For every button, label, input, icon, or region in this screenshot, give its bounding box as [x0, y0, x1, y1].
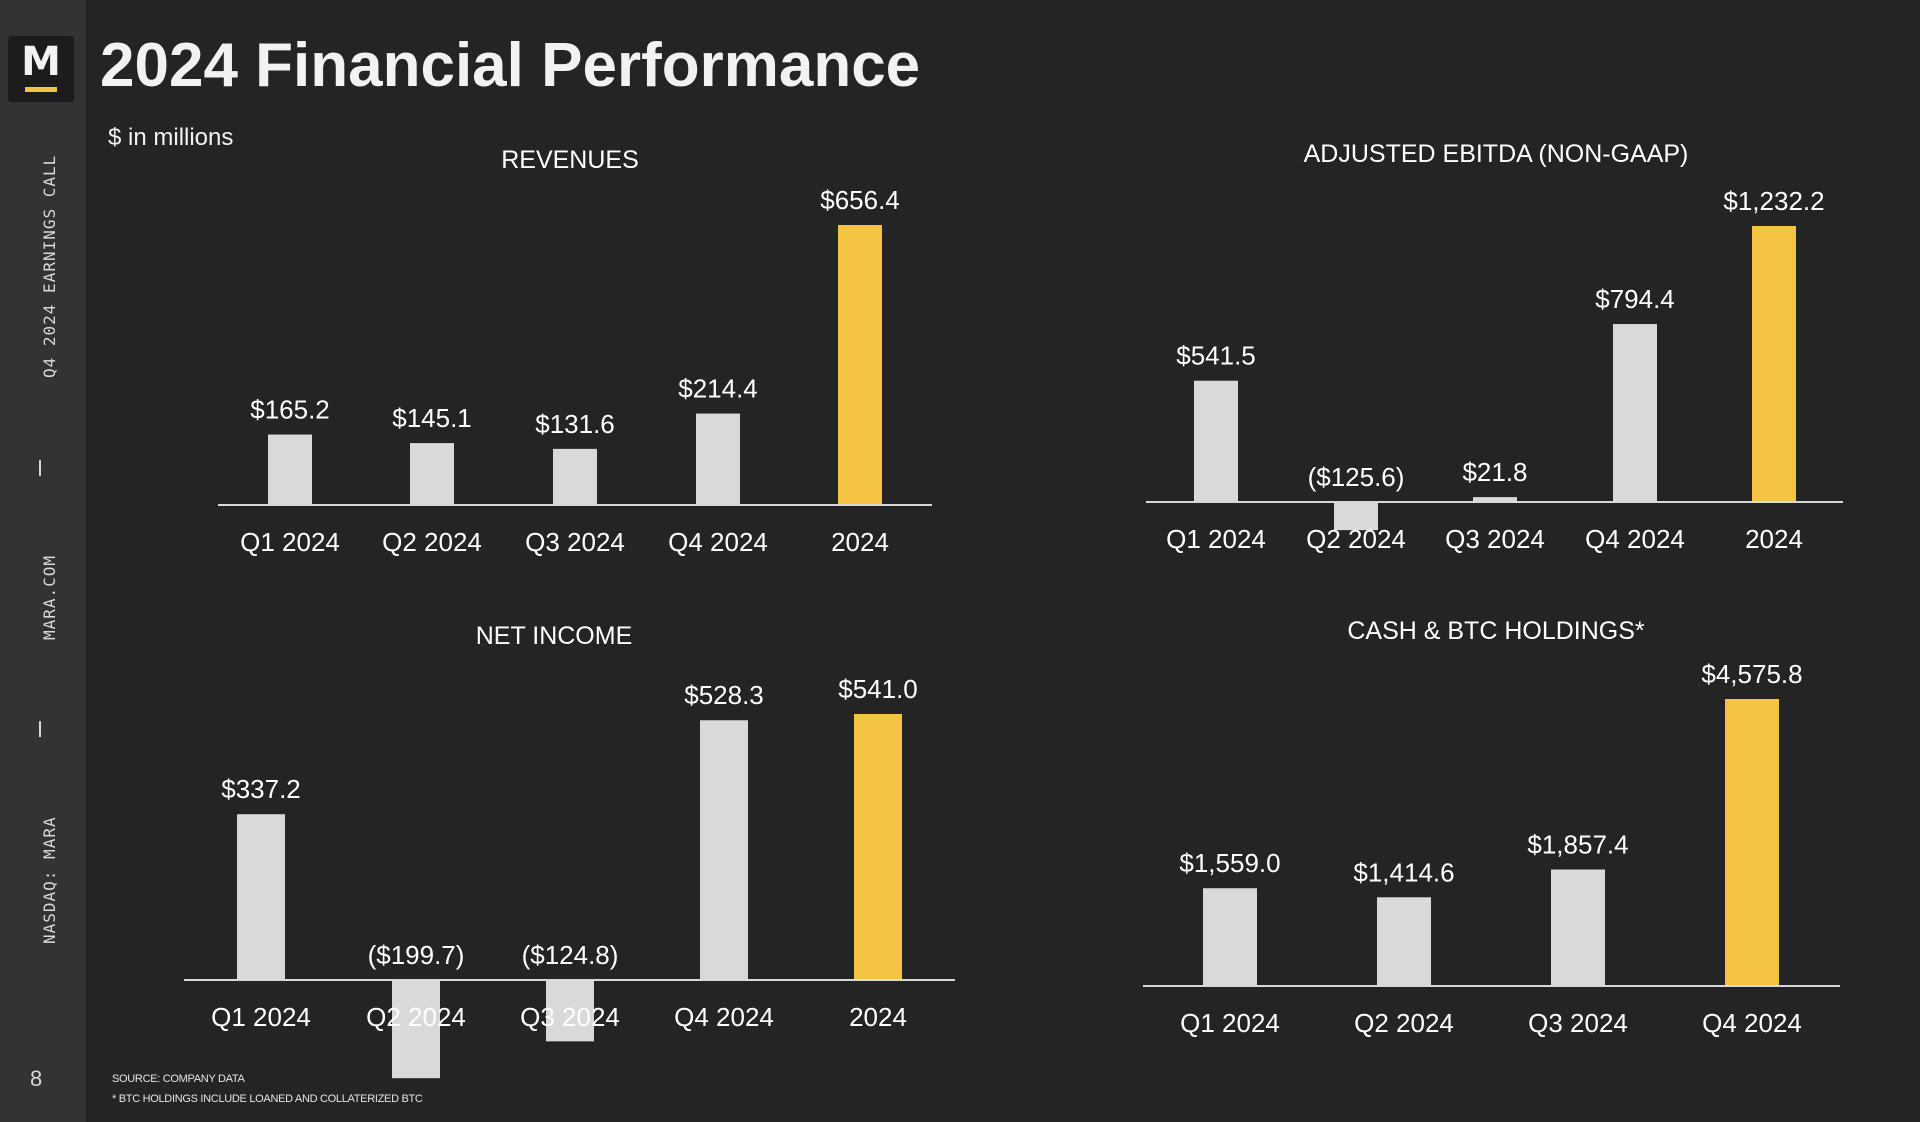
chart-title: NET INCOME [476, 622, 633, 650]
bar-q4-2024 [696, 413, 740, 505]
revenues-chart: REVENUES $165.2 Q1 2024 $145.1 Q2 2024 $131.6… [218, 146, 932, 557]
value-label-2024: $1,232.2 [1723, 186, 1824, 216]
value-label-q4-2024: $214.4 [678, 374, 758, 404]
bar-q2-2024 [1377, 897, 1431, 986]
value-label-2024: $541.0 [838, 674, 918, 704]
value-label-q1-2024: $541.5 [1176, 341, 1256, 371]
category-label-q4-2024: Q4 2024 [668, 527, 768, 557]
category-label-q1-2024: Q1 2024 [211, 1002, 311, 1032]
category-label-q2-2024: Q2 2024 [366, 1002, 466, 1032]
value-label-q4-2024: $794.4 [1595, 284, 1675, 314]
category-label-q3-2024: Q3 2024 [1445, 524, 1545, 554]
bar-q2-2024 [1334, 502, 1378, 531]
value-label-q3-2024: $131.6 [535, 409, 615, 439]
category-label-q3-2024: Q3 2024 [520, 1002, 620, 1032]
logo-underline [25, 87, 57, 92]
category-label-q4-2024: Q4 2024 [674, 1002, 774, 1032]
bar-q1-2024 [237, 814, 285, 980]
cash-btc-holdings-chart: CASH & BTC HOLDINGS* $1,559.0 Q1 2024 $1,41… [1143, 617, 1840, 1038]
value-label-q2-2024: $1,414.6 [1353, 857, 1454, 887]
sidebar-divider-2 [39, 721, 41, 737]
net-income-chart: NET INCOME $337.2 Q1 2024 ($199.7) Q2 2024 ($… [184, 622, 955, 1079]
footnote-btc: * BTC HOLDINGS INCLUDE LOANED AND COLLAT… [112, 1093, 423, 1105]
category-label-q1-2024: Q1 2024 [1166, 524, 1266, 554]
units-note: $ in millions [108, 124, 234, 151]
sidebar: M Q4 2024 EARNINGS CALL MARA.COM NASDAQ:… [0, 0, 86, 1122]
bar-q3-2024 [1473, 497, 1517, 502]
chart-title: CASH & BTC HOLDINGS* [1347, 617, 1645, 645]
category-label-q2-2024: Q2 2024 [1354, 1008, 1454, 1038]
bar-q1-2024 [268, 434, 312, 505]
value-label-q1-2024: $1,559.0 [1179, 848, 1280, 878]
category-label-2024: 2024 [831, 527, 889, 557]
value-label-q2-2024: ($199.7) [368, 940, 465, 970]
category-label-q2-2024: Q2 2024 [1306, 524, 1406, 554]
bar-2024 [838, 225, 882, 505]
value-label-q2-2024: $145.1 [392, 403, 472, 433]
adjusted-ebitda-chart: ADJUSTED EBITDA (NON-GAAP) $541.5 Q1 2024 (… [1146, 140, 1843, 554]
value-label-q1-2024: $337.2 [221, 774, 301, 804]
category-label-2024: 2024 [1745, 524, 1803, 554]
value-label-q3-2024: $1,857.4 [1527, 830, 1628, 860]
bar-q2-2024 [410, 443, 454, 505]
value-label-q1-2024: $165.2 [250, 395, 330, 425]
category-label-q1-2024: Q1 2024 [240, 527, 340, 557]
category-label-q4-2024: Q4 2024 [1702, 1008, 1802, 1038]
value-label-q3-2024: ($124.8) [522, 940, 619, 970]
bar-q1-2024 [1194, 380, 1238, 502]
value-label-2024: $656.4 [820, 185, 900, 215]
page-title: 2024 Financial Performance [100, 31, 921, 100]
category-label-q1-2024: Q1 2024 [1180, 1008, 1280, 1038]
bar-q3-2024 [553, 448, 597, 505]
category-label-q3-2024: Q3 2024 [525, 527, 625, 557]
bar-q3-2024 [1551, 869, 1605, 986]
logo-letter: M [21, 39, 61, 85]
category-label-q3-2024: Q3 2024 [1528, 1008, 1628, 1038]
bar-q2-2024 [392, 980, 440, 1079]
mara-logo: M [8, 36, 74, 102]
bar-2024 [1752, 226, 1796, 502]
bar-q3-2024 [546, 980, 594, 1042]
bar-q4-2024 [1613, 324, 1657, 502]
sidebar-divider-1 [39, 460, 41, 476]
page-number: 8 [30, 1066, 43, 1091]
value-label-q3-2024: $21.8 [1462, 457, 1527, 487]
category-label-2024: 2024 [849, 1002, 907, 1032]
value-label-q2-2024: ($125.6) [1308, 462, 1405, 492]
bar-2024 [854, 714, 902, 980]
value-label-q4-2024: $4,575.8 [1701, 659, 1802, 689]
bar-q1-2024 [1203, 888, 1257, 986]
value-label-q4-2024: $528.3 [684, 680, 764, 710]
bar-q4-2024 [1725, 699, 1779, 986]
bar-q4-2024 [700, 720, 748, 980]
category-label-q4-2024: Q4 2024 [1585, 524, 1685, 554]
chart-title: REVENUES [501, 146, 639, 174]
chart-title: ADJUSTED EBITDA (NON-GAAP) [1304, 140, 1689, 168]
footnote-source: SOURCE: COMPANY DATA [112, 1073, 245, 1085]
category-label-q2-2024: Q2 2024 [382, 527, 482, 557]
